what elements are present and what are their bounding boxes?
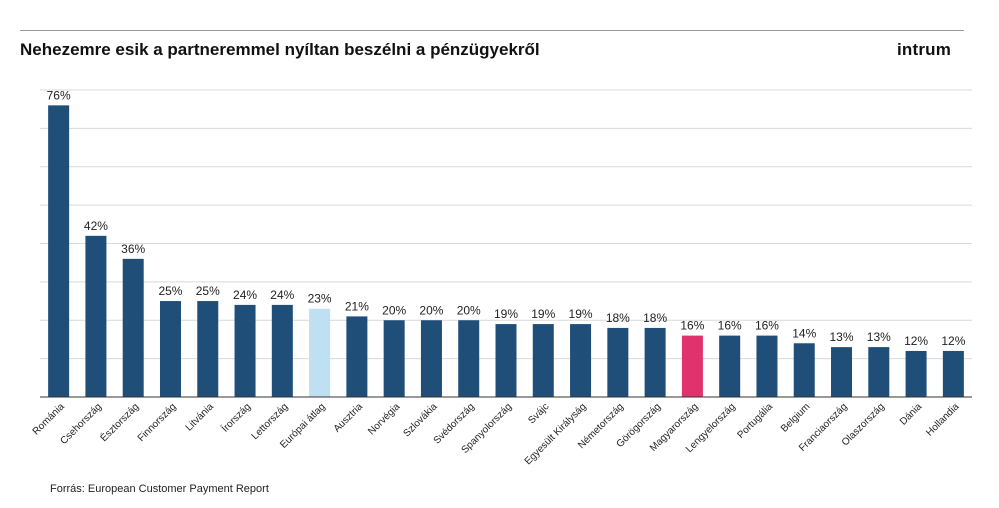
bar <box>681 335 703 397</box>
data-label: 20% <box>419 303 443 317</box>
data-label: 21% <box>345 299 369 313</box>
bar <box>420 320 442 397</box>
data-label: 25% <box>158 284 182 298</box>
bar <box>159 301 181 397</box>
bar <box>271 304 293 397</box>
data-label: 19% <box>531 307 555 321</box>
bar <box>942 350 964 397</box>
data-label: 20% <box>457 303 481 317</box>
bar <box>309 308 331 397</box>
bar <box>756 335 778 397</box>
bars <box>48 105 964 397</box>
data-label: 16% <box>680 319 704 333</box>
bar <box>122 258 144 397</box>
category-label: Szlovákia <box>402 401 440 439</box>
bar <box>346 316 368 397</box>
bar <box>793 343 815 397</box>
data-label: 24% <box>233 288 257 302</box>
chart-title: Nehezemre esik a partneremmel nyíltan be… <box>20 40 540 59</box>
category-label: Finnország <box>136 401 179 444</box>
top-divider <box>20 30 964 31</box>
bar <box>234 304 256 397</box>
bar <box>48 105 70 397</box>
category-label: Hollandia <box>924 401 962 439</box>
bar <box>495 324 517 397</box>
data-label: 36% <box>121 242 145 256</box>
bar <box>383 320 405 397</box>
bar <box>831 347 853 397</box>
source-note: Forrás: European Customer Payment Report <box>50 483 269 495</box>
category-label: Svájc <box>526 401 551 426</box>
data-label: 25% <box>196 284 220 298</box>
data-label: 13% <box>830 330 854 344</box>
category-label: Portugália <box>735 401 775 441</box>
data-label: 19% <box>569 307 593 321</box>
category-label: Ausztria <box>332 401 366 435</box>
category-label: Románia <box>31 401 67 437</box>
category-label: Dánia <box>898 401 925 428</box>
bar <box>868 347 890 397</box>
value-labels: 76% 42% 36% 25% 25% 24% 24% 23% 21% 20% 20% 20% 19% 1… <box>47 88 966 348</box>
bar <box>532 324 554 397</box>
data-label: 19% <box>494 307 518 321</box>
data-label: 18% <box>606 311 630 325</box>
data-label: 16% <box>755 319 779 333</box>
category-label: Litvánia <box>184 401 216 433</box>
data-label: 13% <box>867 330 891 344</box>
category-label: Írország <box>218 400 253 435</box>
data-label: 14% <box>792 326 816 340</box>
data-label: 23% <box>308 292 332 306</box>
bar <box>607 327 629 397</box>
bar <box>644 327 666 397</box>
bar <box>719 335 741 397</box>
bar <box>197 301 219 397</box>
bar <box>85 235 107 397</box>
bar <box>905 350 927 397</box>
bar <box>570 324 592 397</box>
data-label: 42% <box>84 219 108 233</box>
bar <box>458 320 480 397</box>
category-label: Norvégia <box>366 401 402 437</box>
data-label: 16% <box>718 319 742 333</box>
data-label: 12% <box>904 334 928 348</box>
category-label: Észtország <box>97 400 141 444</box>
data-label: 12% <box>941 334 965 348</box>
category-label: Belgium <box>779 401 812 434</box>
data-label: 76% <box>47 88 71 102</box>
data-label: 24% <box>270 288 294 302</box>
data-label: 20% <box>382 303 406 317</box>
data-label: 18% <box>643 311 667 325</box>
brand-logo: intrum <box>897 40 952 59</box>
